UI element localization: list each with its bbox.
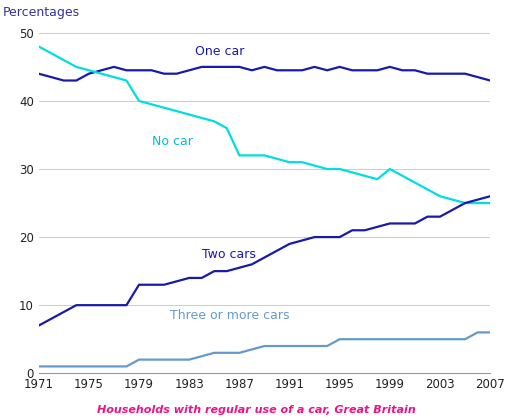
Text: One car: One car — [196, 45, 245, 58]
Text: Three or more cars: Three or more cars — [170, 309, 290, 322]
Text: Two cars: Two cars — [202, 248, 255, 261]
Text: Percentages: Percentages — [3, 6, 80, 19]
Text: Households with regular use of a car, Great Britain: Households with regular use of a car, Gr… — [97, 405, 415, 415]
Text: No car: No car — [152, 135, 193, 148]
